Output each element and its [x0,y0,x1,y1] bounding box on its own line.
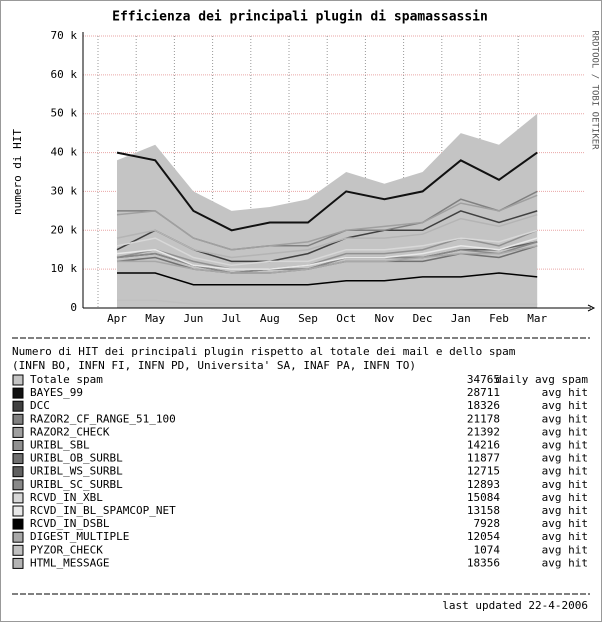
x-tick-label: Oct [336,312,356,325]
legend-avg: 12893 [467,478,500,491]
legend-unit: avg hit [542,504,588,517]
legend-avg: 34765 [467,373,500,386]
legend-swatch [12,466,24,478]
y-tick-label: 40 k [51,146,78,159]
legend-avg: 21178 [467,412,500,425]
legend-unit: avg hit [542,556,588,569]
series-line [117,245,538,274]
series-line [116,151,538,232]
legend-swatch [12,400,24,412]
x-tick-label: Jun [183,312,203,325]
y-tick-label: 70 k [51,29,78,42]
legend-swatch [12,492,24,504]
legend-swatch [12,531,24,543]
legend-label: URIBL_WS_SURBL [30,465,123,478]
sites: (INFN BO, INFN FI, INFN PD, Universita' … [12,359,416,372]
legend-avg: 13158 [467,504,500,517]
legend-avg: 18356 [467,556,500,569]
x-tick-label: Jan [451,312,471,325]
legend-label: URIBL_SBL [30,439,90,452]
series-line [116,229,538,267]
legend-avg: 14216 [467,439,500,452]
legend-label: Totale spam [30,373,103,386]
legend-label: RCVD_IN_BL_SPAMCOP_NET [30,504,176,517]
legend-unit: avg hit [542,478,588,491]
legend-label: RAZOR2_CHECK [30,425,110,438]
legend-swatch [12,387,24,399]
legend-swatch [12,557,24,569]
legend-swatch [12,453,24,465]
legend-unit: avg hit [542,543,588,556]
legend-avg: 12054 [467,530,500,543]
last-updated: last updated 22-4-2006 [442,599,588,612]
legend-unit: avg hit [542,530,588,543]
legend-avg: 12715 [467,465,500,478]
legend-label: BAYES_99 [30,386,83,399]
legend-label: RCVD_IN_DSBL [30,517,110,530]
legend-avg: 21392 [467,425,500,438]
x-tick-label: May [145,312,165,325]
legend-unit: avg hit [542,517,588,530]
legend-swatch [12,440,24,451]
x-tick-label: Nov [374,312,394,325]
legend-unit: avg hit [542,412,588,425]
legend-unit: daily avg spam [495,373,588,386]
y-tick-label: 50 k [51,107,78,120]
legend-label: URIBL_OB_SURBL [30,452,123,465]
legend-avg: 15084 [467,491,500,504]
y-axis-label: numero di HIT [11,129,24,215]
legend-label: RCVD_IN_XBL [30,491,103,504]
series-line [116,194,538,251]
legend-swatch [12,479,24,491]
legend-swatch [12,505,24,517]
x-tick-label: Sep [298,312,318,325]
legend-unit: avg hit [542,491,588,504]
x-tick-label: Feb [489,312,509,325]
legend-avg: 18326 [467,399,500,412]
legend-avg: 7928 [474,517,501,530]
legend-label: RAZOR2_CF_RANGE_51_100 [30,412,176,425]
legend-unit: avg hit [542,452,588,465]
side-text: RRDTOOL / TOBI OETIKER [590,30,600,150]
legend-swatch [12,374,24,386]
legend-avg: 1074 [474,543,501,556]
legend-unit: avg hit [542,399,588,412]
series-line [117,299,538,305]
y-tick-label: 60 k [51,68,78,81]
series-line [116,237,538,270]
legend-swatch [12,518,24,530]
series-line [116,213,538,259]
legend-unit: avg hit [542,425,588,438]
y-tick-label: 20 k [51,223,78,236]
series-line [117,272,538,286]
x-axis-arrow [587,304,596,312]
legend-label: URIBL_SC_SURBL [30,478,123,491]
legend-unit: avg hit [542,439,588,452]
legend-label: HTML_MESSAGE [30,556,109,569]
legend-swatch [12,544,24,556]
chart-title: Efficienza dei principali plugin di spam… [112,10,488,25]
y-tick-label: 10 k [51,262,78,275]
subtitle: Numero di HIT dei principali plugin risp… [12,345,516,358]
legend-unit: avg hit [542,465,588,478]
x-tick-label: Jul [222,312,242,325]
y-tick-label: 30 k [51,184,78,197]
y-tick-label: 0 [70,301,77,314]
legend-unit: avg hit [542,386,588,399]
legend-label: PYZOR_CHECK [30,543,103,556]
x-tick-label: Mar [527,312,547,325]
legend-swatch [12,426,24,438]
legend-swatch [12,413,24,425]
legend-avg: 28711 [467,386,500,399]
x-tick-label: Aug [260,312,280,325]
x-tick-label: Dec [413,312,433,325]
x-tick-label: Apr [107,312,127,325]
legend-label: DCC [30,399,50,412]
legend-avg: 11877 [467,452,500,465]
legend-label: DIGEST_MULTIPLE [30,530,129,543]
